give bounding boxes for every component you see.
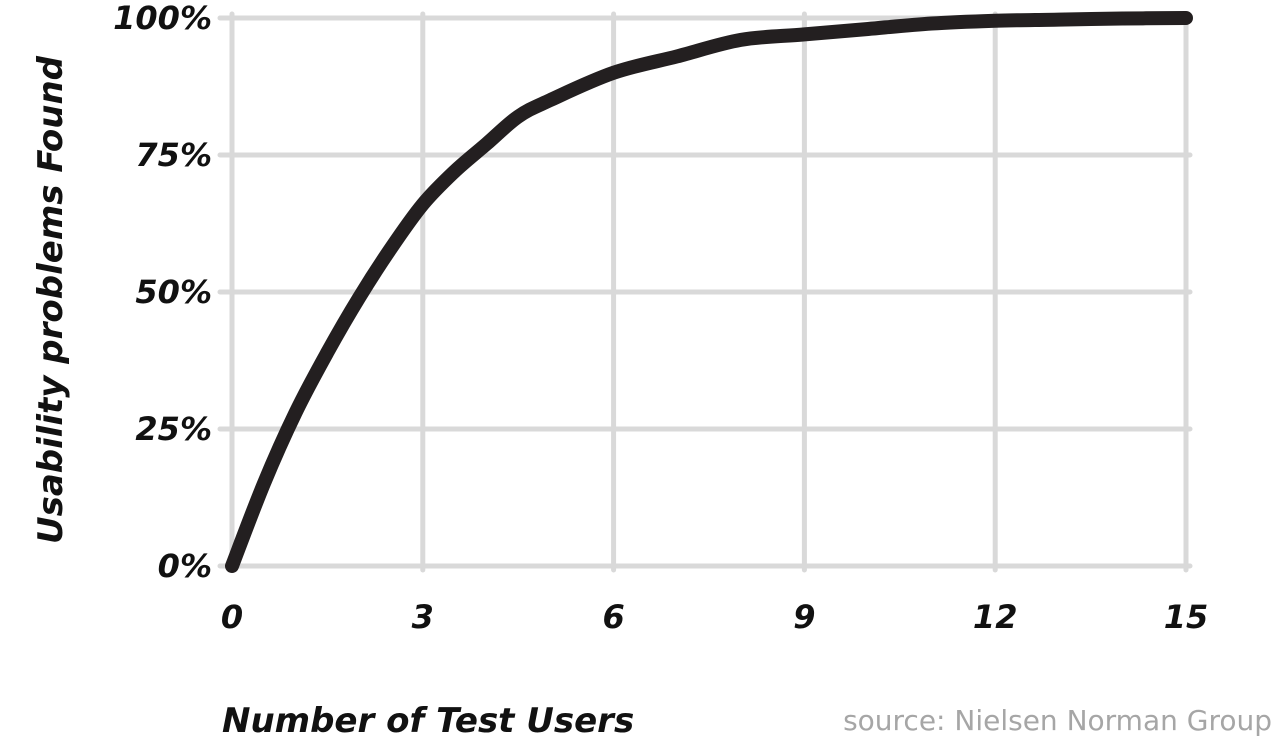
x-tick-label: 6 bbox=[602, 598, 624, 636]
data-point bbox=[452, 168, 458, 174]
data-point bbox=[1119, 16, 1125, 22]
data-point bbox=[293, 410, 299, 416]
x-tick-label: 0 bbox=[221, 598, 243, 636]
data-point bbox=[1183, 15, 1189, 21]
data-point bbox=[420, 201, 426, 207]
x-tick-labels: 0 3 6 9 12 15 bbox=[221, 598, 1208, 636]
y-tick-label: 100% bbox=[113, 0, 212, 37]
data-point bbox=[992, 18, 998, 24]
data-point bbox=[261, 481, 267, 487]
data-point bbox=[1056, 17, 1062, 23]
y-tick-label: 0% bbox=[158, 547, 212, 585]
data-point bbox=[547, 97, 553, 103]
data-point bbox=[356, 295, 362, 301]
data-point bbox=[738, 37, 744, 43]
data-point bbox=[611, 70, 617, 76]
data-point bbox=[515, 114, 521, 120]
data-point bbox=[388, 245, 394, 251]
y-tick-labels: 0% 25% 50% 75% 100% bbox=[113, 0, 212, 585]
grid bbox=[217, 11, 1193, 573]
y-tick-label: 25% bbox=[135, 410, 212, 448]
data-point bbox=[865, 26, 871, 32]
x-tick-label: 3 bbox=[412, 598, 434, 636]
y-tick-label: 75% bbox=[135, 136, 212, 174]
curve-layer bbox=[225, 11, 1193, 573]
data-point bbox=[483, 141, 489, 147]
y-tick-label: 50% bbox=[135, 273, 212, 311]
data-point bbox=[674, 53, 680, 59]
data-point bbox=[929, 21, 935, 27]
y-axis-title: Usability problems Found bbox=[31, 55, 71, 544]
series-line bbox=[225, 11, 1193, 573]
x-tick-label: 9 bbox=[793, 598, 815, 636]
source-note: source: Nielsen Norman Group bbox=[843, 704, 1272, 737]
x-tick-label: 15 bbox=[1164, 598, 1209, 636]
data-point bbox=[801, 31, 807, 37]
x-tick-label: 12 bbox=[973, 598, 1018, 636]
data-point bbox=[229, 563, 235, 569]
x-axis-title: Number of Test Users bbox=[222, 701, 634, 741]
data-point bbox=[324, 349, 330, 355]
